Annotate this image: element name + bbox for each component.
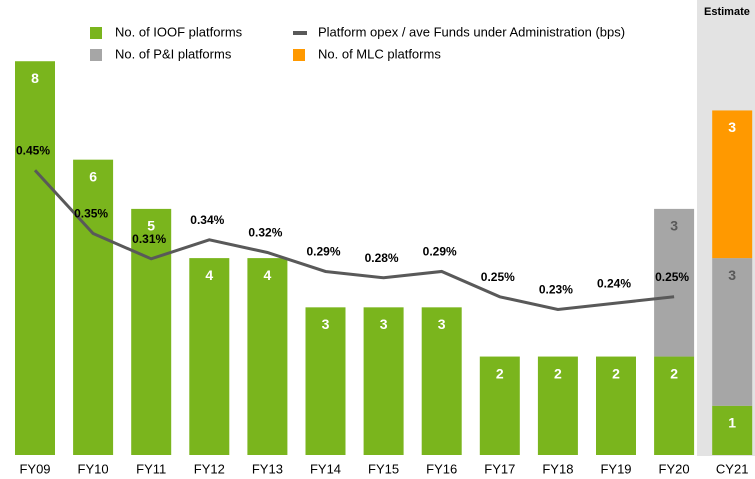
x-tick-label: FY18 [542, 461, 573, 476]
line-label: 0.45% [16, 143, 50, 157]
x-tick-label: FY20 [659, 461, 690, 476]
bar [15, 61, 55, 455]
legend-swatch [90, 27, 102, 39]
bar [712, 110, 753, 259]
bar-label: 3 [380, 316, 388, 332]
bar-label: 3 [322, 316, 330, 332]
x-tick-label: FY10 [78, 461, 109, 476]
line-label: 0.32% [248, 226, 282, 240]
estimate-label: Estimate [704, 6, 750, 18]
line-label: 0.25% [655, 270, 689, 284]
legend-label: No. of IOOF platforms [115, 24, 243, 39]
bar [247, 258, 288, 455]
legend-label: No. of P&I platforms [115, 46, 232, 61]
legend-label: No. of MLC platforms [318, 46, 441, 61]
x-tick-label: FY15 [368, 461, 399, 476]
line-label: 0.25% [481, 270, 515, 284]
x-tick-label: FY11 [136, 461, 166, 476]
bar-label: 8 [31, 70, 39, 86]
line-label: 0.28% [365, 251, 399, 265]
bar [712, 405, 753, 455]
bar-label: 1 [728, 414, 736, 430]
bar-label: 2 [496, 365, 504, 381]
bar-label: 2 [670, 365, 678, 381]
bar-label: 5 [147, 218, 155, 234]
bar-label: 6 [89, 168, 97, 184]
x-tick-label: FY13 [252, 461, 283, 476]
x-tick-label: FY19 [600, 461, 631, 476]
line-label: 0.23% [539, 283, 573, 297]
bar [596, 356, 636, 455]
bar [131, 208, 172, 455]
bar [537, 356, 578, 455]
x-tick-label: FY09 [19, 461, 50, 476]
bar [654, 208, 695, 357]
x-tick-label: FY16 [426, 461, 457, 476]
legend-swatch [293, 31, 307, 35]
bar-label: 3 [438, 316, 446, 332]
line-label: 0.29% [423, 245, 457, 259]
bar-label: 3 [728, 267, 736, 283]
bar [305, 307, 346, 455]
x-tick-label: FY17 [484, 461, 515, 476]
bar-label: 3 [728, 119, 736, 135]
line-label: 0.29% [306, 245, 340, 259]
bar [654, 356, 695, 455]
bar [363, 307, 404, 455]
bar-label: 2 [612, 365, 620, 381]
line-label: 0.34% [190, 213, 224, 227]
line-label: 0.24% [597, 276, 631, 290]
bar-label: 4 [264, 267, 272, 283]
x-tick-label: CY21 [716, 461, 749, 476]
x-tick-label: FY14 [310, 461, 341, 476]
bar [73, 159, 114, 455]
x-tick-label: FY12 [194, 461, 225, 476]
bar [479, 356, 520, 455]
line-label: 0.35% [74, 207, 108, 221]
legend-label: Platform opex / ave Funds under Administ… [318, 24, 625, 39]
bar [712, 258, 753, 406]
bar-label: 4 [205, 267, 213, 283]
legend-swatch [90, 49, 102, 61]
bar [189, 258, 230, 455]
line-label: 0.31% [132, 232, 166, 246]
bar-label: 3 [670, 218, 678, 234]
bar-label: 2 [554, 365, 562, 381]
legend-swatch [293, 49, 305, 61]
line [33, 169, 675, 311]
bar [421, 307, 462, 455]
